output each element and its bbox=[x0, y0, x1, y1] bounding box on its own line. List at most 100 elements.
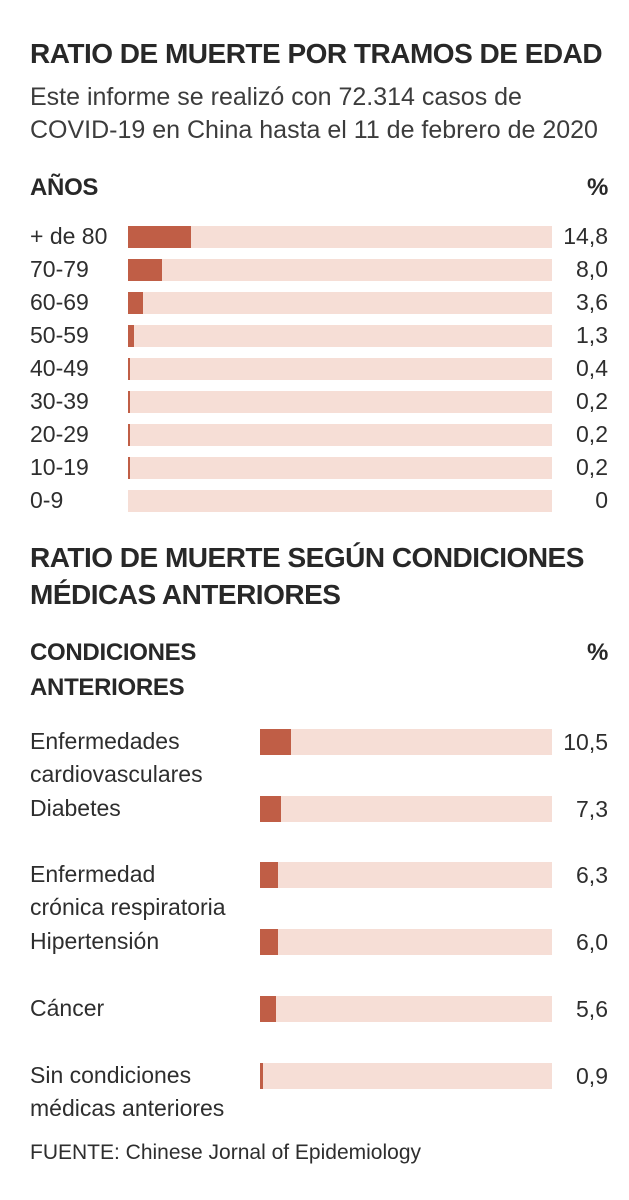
section1-subtitle-line1: Este informe se realizó con 72.314 casos… bbox=[30, 83, 522, 111]
age-value: 1,3 bbox=[576, 322, 608, 348]
condition-value: 6,0 bbox=[576, 929, 608, 955]
age-value: 0,2 bbox=[576, 388, 608, 414]
section2-column-headers: CONDICIONES ANTERIORES % bbox=[30, 635, 608, 705]
age-label: 50-59 bbox=[30, 322, 89, 348]
age-label: 40-49 bbox=[30, 355, 89, 381]
age-label: 30-39 bbox=[30, 388, 89, 414]
age-row: 60-69 3,6 bbox=[0, 286, 629, 319]
condition-label-line1: Hipertensión bbox=[30, 928, 160, 954]
bar-track bbox=[128, 489, 552, 512]
bar-fill bbox=[260, 996, 277, 1022]
section1-column-headers: AÑOS % bbox=[30, 174, 608, 202]
condition-label-line1: Enfermedades bbox=[30, 728, 180, 754]
age-row: 30-39 0,2 bbox=[0, 385, 629, 418]
section1-subtitle: Este informe se realizó con 72.314 casos… bbox=[30, 81, 619, 147]
condition-label: Sin condiciones médicas anteriores bbox=[30, 1059, 260, 1125]
section2-title-line1: RATIO DE MUERTE SEGÚN CONDICIONES bbox=[30, 542, 584, 573]
section2-col-header-line2: ANTERIORES bbox=[30, 674, 185, 701]
age-value: 3,6 bbox=[576, 289, 608, 315]
bar-track bbox=[260, 1063, 552, 1089]
section1-col-header-percent: % bbox=[586, 174, 608, 201]
age-label: 0-9 bbox=[30, 487, 64, 513]
section1-col-header-years: AÑOS bbox=[30, 174, 99, 201]
condition-label: Enfermedades cardiovasculares bbox=[30, 725, 260, 791]
bar-fill bbox=[260, 729, 291, 755]
age-label: + de 80 bbox=[30, 223, 108, 249]
age-value: 0,4 bbox=[576, 355, 608, 381]
condition-label-line2: cardiovasculares bbox=[30, 761, 203, 787]
section2-col-header-line1: CONDICIONES bbox=[30, 639, 197, 666]
condition-value: 0,9 bbox=[576, 1063, 608, 1089]
section1-title: RATIO DE MUERTE POR TRAMOS DE EDAD bbox=[30, 38, 603, 69]
bar-track bbox=[128, 258, 552, 281]
section2-title: RATIO DE MUERTE SEGÚN CONDICIONES MÉDICA… bbox=[30, 539, 619, 613]
condition-row: Hipertensión 6,0 bbox=[0, 928, 629, 958]
condition-label: Cáncer bbox=[30, 992, 260, 1025]
condition-row: Sin condiciones médicas anteriores 0,9 bbox=[0, 1062, 629, 1125]
age-row: + de 80 14,8 bbox=[0, 220, 629, 253]
age-row: 70-79 8,0 bbox=[0, 253, 629, 286]
bar-fill bbox=[260, 862, 279, 888]
bar-track bbox=[128, 390, 552, 413]
condition-label-line2: médicas anteriores bbox=[30, 1095, 225, 1121]
age-row: 40-49 0,4 bbox=[0, 352, 629, 385]
age-value: 0 bbox=[595, 487, 608, 513]
condition-label-line1: Enfermedad bbox=[30, 861, 156, 887]
bar-fill bbox=[128, 291, 144, 314]
condition-value: 6,3 bbox=[576, 862, 608, 888]
condition-row: Enfermedad crónica respiratoria 6,3 bbox=[0, 861, 629, 924]
section1-subtitle-line2: COVID-19 en China hasta el 11 de febrero… bbox=[30, 116, 598, 144]
bar-track bbox=[128, 357, 552, 380]
section2-col-header-conditions: CONDICIONES ANTERIORES bbox=[30, 635, 196, 705]
bar-fill bbox=[128, 423, 131, 446]
condition-label: Enfermedad crónica respiratoria bbox=[30, 858, 260, 924]
age-label: 10-19 bbox=[30, 454, 89, 480]
age-value: 14,8 bbox=[563, 223, 608, 249]
condition-label: Hipertensión bbox=[30, 925, 260, 958]
age-label: 70-79 bbox=[30, 256, 89, 282]
age-value: 0,2 bbox=[576, 454, 608, 480]
bar-fill bbox=[260, 1063, 263, 1089]
condition-label-line2: crónica respiratoria bbox=[30, 894, 226, 920]
age-value: 8,0 bbox=[576, 256, 608, 282]
bar-fill bbox=[128, 258, 162, 281]
section2-title-line2: MÉDICAS ANTERIORES bbox=[30, 579, 341, 610]
age-value: 0,2 bbox=[576, 421, 608, 447]
section2-col-header-percent: % bbox=[586, 639, 608, 666]
condition-label-line1: Cáncer bbox=[30, 995, 105, 1021]
age-row: 10-19 0,2 bbox=[0, 451, 629, 484]
age-label: 60-69 bbox=[30, 289, 89, 315]
condition-row: Cáncer 5,6 bbox=[0, 995, 629, 1025]
bar-track bbox=[260, 796, 552, 822]
bar-track bbox=[128, 324, 552, 347]
condition-label-line1: Sin condiciones bbox=[30, 1062, 192, 1088]
bar-track bbox=[260, 862, 552, 888]
age-bar-chart: + de 80 14,8 70-79 8,0 60-69 3,6 50-59 1… bbox=[0, 220, 629, 517]
condition-row: Diabetes 7,3 bbox=[0, 795, 629, 825]
bar-track bbox=[128, 423, 552, 446]
age-row: 50-59 1,3 bbox=[0, 319, 629, 352]
condition-row: Enfermedades cardiovasculares 10,5 bbox=[0, 728, 629, 791]
bar-fill bbox=[128, 225, 191, 248]
bar-track bbox=[128, 225, 552, 248]
age-label: 20-29 bbox=[30, 421, 89, 447]
bar-track bbox=[260, 729, 552, 755]
bar-fill bbox=[128, 390, 131, 413]
bar-track bbox=[260, 996, 552, 1022]
bar-fill bbox=[128, 357, 131, 380]
bar-fill bbox=[128, 456, 131, 479]
age-row: 0-9 0 bbox=[0, 484, 629, 517]
condition-value: 10,5 bbox=[563, 729, 608, 755]
bar-fill bbox=[260, 796, 282, 822]
condition-label-line1: Diabetes bbox=[30, 795, 121, 821]
bar-fill bbox=[260, 929, 278, 955]
age-row: 20-29 0,2 bbox=[0, 418, 629, 451]
bar-fill bbox=[128, 324, 134, 347]
condition-value: 5,6 bbox=[576, 996, 608, 1022]
bar-track bbox=[260, 929, 552, 955]
source-note: FUENTE: Chinese Jornal of Epidemiology bbox=[30, 1141, 422, 1164]
bar-track bbox=[128, 291, 552, 314]
condition-label: Diabetes bbox=[30, 792, 260, 825]
condition-value: 7,3 bbox=[576, 796, 608, 822]
bar-track bbox=[128, 456, 552, 479]
